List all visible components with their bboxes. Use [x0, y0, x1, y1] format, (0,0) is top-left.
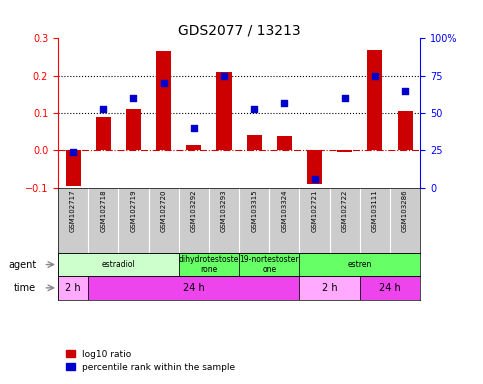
Bar [216, 72, 231, 150]
Bar [360, 276, 420, 300]
Text: 24 h: 24 h [183, 283, 205, 293]
Bar [247, 136, 262, 150]
Bar [126, 109, 141, 150]
Text: GSM102718: GSM102718 [100, 190, 106, 232]
Point [281, 99, 288, 106]
Text: GSM103111: GSM103111 [372, 190, 378, 232]
Text: GSM102720: GSM102720 [161, 190, 167, 232]
Text: GSM102719: GSM102719 [130, 190, 136, 232]
Point [160, 80, 168, 86]
Point [311, 175, 318, 182]
Bar [58, 276, 88, 300]
Bar [66, 150, 81, 186]
Text: GSM102717: GSM102717 [70, 190, 76, 232]
Text: GSM102722: GSM102722 [342, 190, 348, 232]
Text: dihydrotestoste
rone: dihydrotestoste rone [179, 255, 239, 274]
Point [371, 73, 379, 79]
Point [69, 149, 77, 155]
Point [250, 106, 258, 112]
Bar [299, 253, 420, 276]
Point [401, 88, 409, 94]
Text: GSM102721: GSM102721 [312, 190, 317, 232]
Point [341, 95, 349, 101]
Text: 2 h: 2 h [65, 283, 81, 293]
Bar [337, 150, 352, 152]
Point [129, 95, 137, 101]
Bar [156, 51, 171, 150]
Bar [96, 117, 111, 150]
Bar [277, 136, 292, 150]
Text: estren: estren [348, 260, 372, 269]
Text: estradiol: estradiol [101, 260, 135, 269]
Text: 24 h: 24 h [379, 283, 401, 293]
Bar [88, 276, 299, 300]
Bar [179, 253, 239, 276]
Point [99, 106, 107, 112]
Point [190, 125, 198, 131]
Point [220, 73, 228, 79]
Bar [368, 50, 383, 150]
Bar [398, 111, 412, 150]
Text: GSM103286: GSM103286 [402, 190, 408, 232]
Text: GSM103324: GSM103324 [282, 190, 287, 232]
Text: agent: agent [8, 260, 36, 270]
Text: GSM103315: GSM103315 [251, 190, 257, 232]
Bar [58, 253, 179, 276]
Title: GDS2077 / 13213: GDS2077 / 13213 [178, 23, 300, 37]
Text: GSM103292: GSM103292 [191, 190, 197, 232]
Text: 19-nortestoster
one: 19-nortestoster one [240, 255, 299, 274]
Bar [186, 145, 201, 150]
Text: 2 h: 2 h [322, 283, 338, 293]
Bar [299, 276, 360, 300]
Bar [307, 150, 322, 184]
Text: time: time [14, 283, 36, 293]
Text: GSM103293: GSM103293 [221, 190, 227, 232]
Bar [239, 253, 299, 276]
Legend: log10 ratio, percentile rank within the sample: log10 ratio, percentile rank within the … [62, 346, 239, 376]
